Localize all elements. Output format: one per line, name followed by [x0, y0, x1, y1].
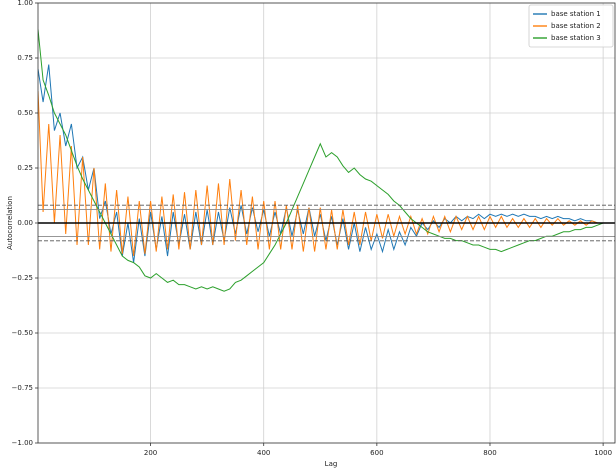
series-line	[38, 29, 604, 292]
y-tick-label: −1.00	[12, 439, 33, 447]
series-line	[38, 64, 604, 263]
y-axis-label: Autocorrelation	[6, 196, 14, 250]
y-tick-label: −0.50	[12, 329, 33, 337]
legend-label: base station 3	[551, 34, 601, 42]
x-tick-label: 400	[257, 449, 270, 457]
series-line	[38, 90, 604, 257]
y-tick-label: 0.75	[17, 54, 33, 62]
x-tick-label: 200	[144, 449, 157, 457]
y-tick-label: −0.25	[12, 274, 33, 282]
y-tick-label: 1.00	[17, 0, 33, 7]
x-tick-label: 800	[483, 449, 496, 457]
y-tick-label: 0.50	[17, 109, 33, 117]
x-tick-label: 1000	[594, 449, 612, 457]
legend-label: base station 2	[551, 22, 601, 30]
plot-frame	[37, 2, 616, 444]
y-tick-label: 0.25	[17, 164, 33, 172]
x-tick-label: 600	[370, 449, 383, 457]
x-axis-label: Lag	[325, 460, 338, 468]
legend-label: base station 1	[551, 10, 601, 18]
y-tick-label: 0.00	[17, 219, 33, 227]
y-tick-label: −0.75	[12, 384, 33, 392]
legend-box	[528, 4, 614, 48]
